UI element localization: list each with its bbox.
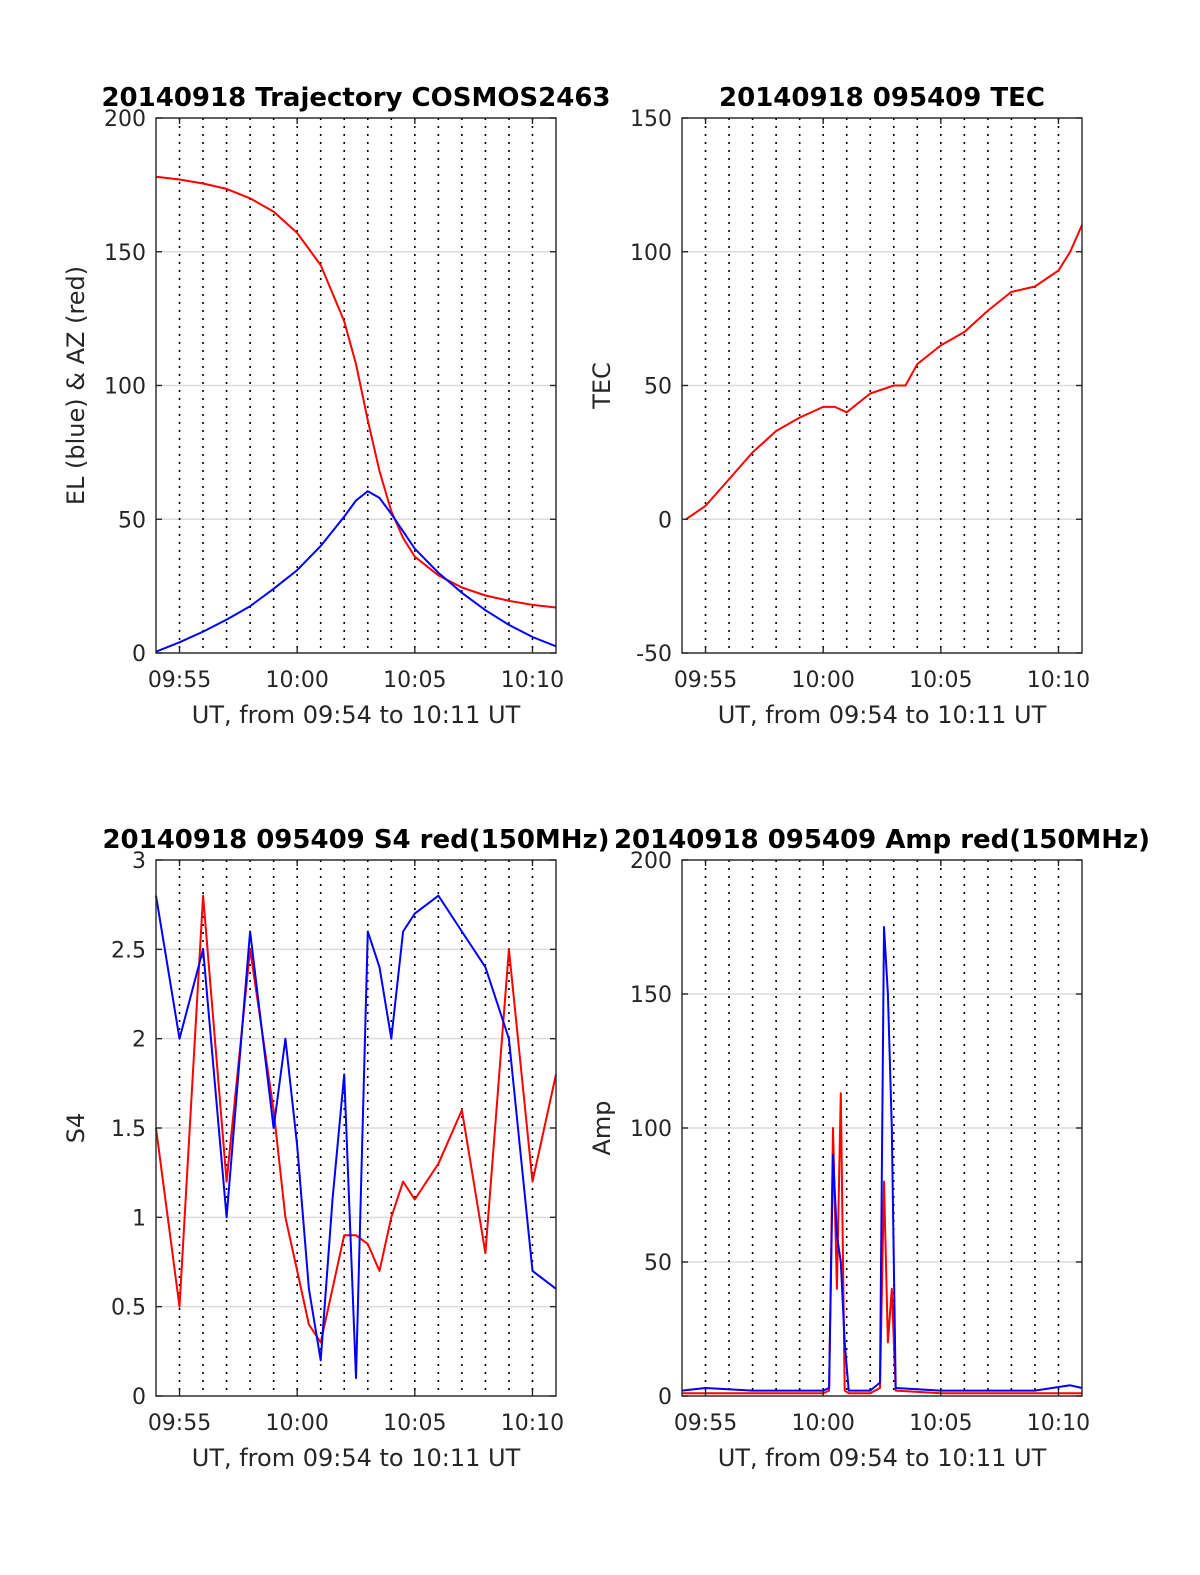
y-tick-label: 150 <box>104 241 146 266</box>
y-tick-label: 1 <box>132 1206 146 1231</box>
plot-title: 20140918 095409 TEC <box>719 83 1045 113</box>
plot-3: 0 0.5 1 1.5 2 2.5 3 09:55 10:00 10:05 10:10 2014091… <box>62 825 610 1472</box>
plot-1: 0 50 100 150 200 09:55 10:00 10:05 10:10 20140918… <box>62 83 611 729</box>
plot-4: 0 50 100 150 200 09:55 10:00 10:05 10:10 20140918… <box>588 825 1150 1472</box>
y-tick-label: 2 <box>132 1028 146 1053</box>
y-axis-label: EL (blue) & AZ (red) <box>62 266 90 505</box>
x-tick-label: 09:55 <box>674 668 737 693</box>
y-tick-label: 0 <box>132 642 146 667</box>
y-tick-label: 150 <box>630 983 672 1008</box>
x-axis-label: UT, from 09:54 to 10:11 UT <box>192 701 521 729</box>
x-axis-label: UT, from 09:54 to 10:11 UT <box>192 1444 521 1472</box>
y-tick-label: 0 <box>132 1385 146 1410</box>
x-tick-label: 10:05 <box>383 668 446 693</box>
series-line-1 <box>682 1092 1082 1395</box>
plot-title: 20140918 095409 Amp red(150MHz) <box>614 825 1150 855</box>
x-tick-label: 10:10 <box>1027 1411 1090 1436</box>
y-tick-label: 50 <box>118 508 146 533</box>
x-axis-label: UT, from 09:54 to 10:11 UT <box>718 701 1047 729</box>
series-line-2 <box>155 490 557 653</box>
x-tick-label: 10:10 <box>1027 668 1090 693</box>
y-tick-label: 200 <box>630 849 672 874</box>
y-tick-label: -50 <box>636 642 672 667</box>
y-tick-label: 3 <box>132 849 146 874</box>
y-tick-label: 1.5 <box>111 1117 146 1142</box>
y-tick-label: 200 <box>104 107 146 132</box>
y-tick-label: 100 <box>104 375 146 400</box>
y-tick-label: 100 <box>630 241 672 266</box>
x-tick-label: 09:55 <box>148 668 211 693</box>
y-tick-label: 100 <box>630 1117 672 1142</box>
y-tick-label: 50 <box>644 375 672 400</box>
x-tick-label: 10:00 <box>265 668 328 693</box>
x-tick-label: 10:00 <box>265 1411 328 1436</box>
series-line-2 <box>681 926 1083 1392</box>
series-line-1 <box>155 175 557 609</box>
y-axis-label: TEC <box>588 362 616 410</box>
x-tick-label: 10:10 <box>501 1411 564 1436</box>
y-tick-label: 50 <box>644 1251 672 1276</box>
series-line-1 <box>685 224 1083 521</box>
x-tick-label: 10:05 <box>383 1411 446 1436</box>
plot-title: 20140918 Trajectory COSMOS2463 <box>101 83 610 113</box>
y-tick-label: 0 <box>658 508 672 533</box>
plot-2: -50 0 50 100 150 09:55 10:00 10:05 10:10 20140918… <box>588 83 1090 729</box>
x-tick-label: 10:00 <box>791 1411 854 1436</box>
y-tick-label: 0.5 <box>111 1296 146 1321</box>
x-tick-label: 10:00 <box>791 668 854 693</box>
series-line-2 <box>155 894 557 1380</box>
y-axis-label: Amp <box>588 1100 616 1155</box>
y-tick-label: 0 <box>658 1385 672 1410</box>
x-tick-label: 09:55 <box>674 1411 737 1436</box>
y-axis-label: S4 <box>62 1113 90 1144</box>
x-tick-label: 10:05 <box>909 1411 972 1436</box>
plot-title: 20140918 095409 S4 red(150MHz) <box>102 825 609 855</box>
x-tick-label: 10:10 <box>501 668 564 693</box>
y-tick-label: 150 <box>630 107 672 132</box>
x-tick-label: 09:55 <box>148 1411 211 1436</box>
x-axis-label: UT, from 09:54 to 10:11 UT <box>718 1444 1047 1472</box>
series-line-1 <box>155 894 557 1344</box>
y-tick-label: 2.5 <box>111 938 146 963</box>
x-tick-label: 10:05 <box>909 668 972 693</box>
